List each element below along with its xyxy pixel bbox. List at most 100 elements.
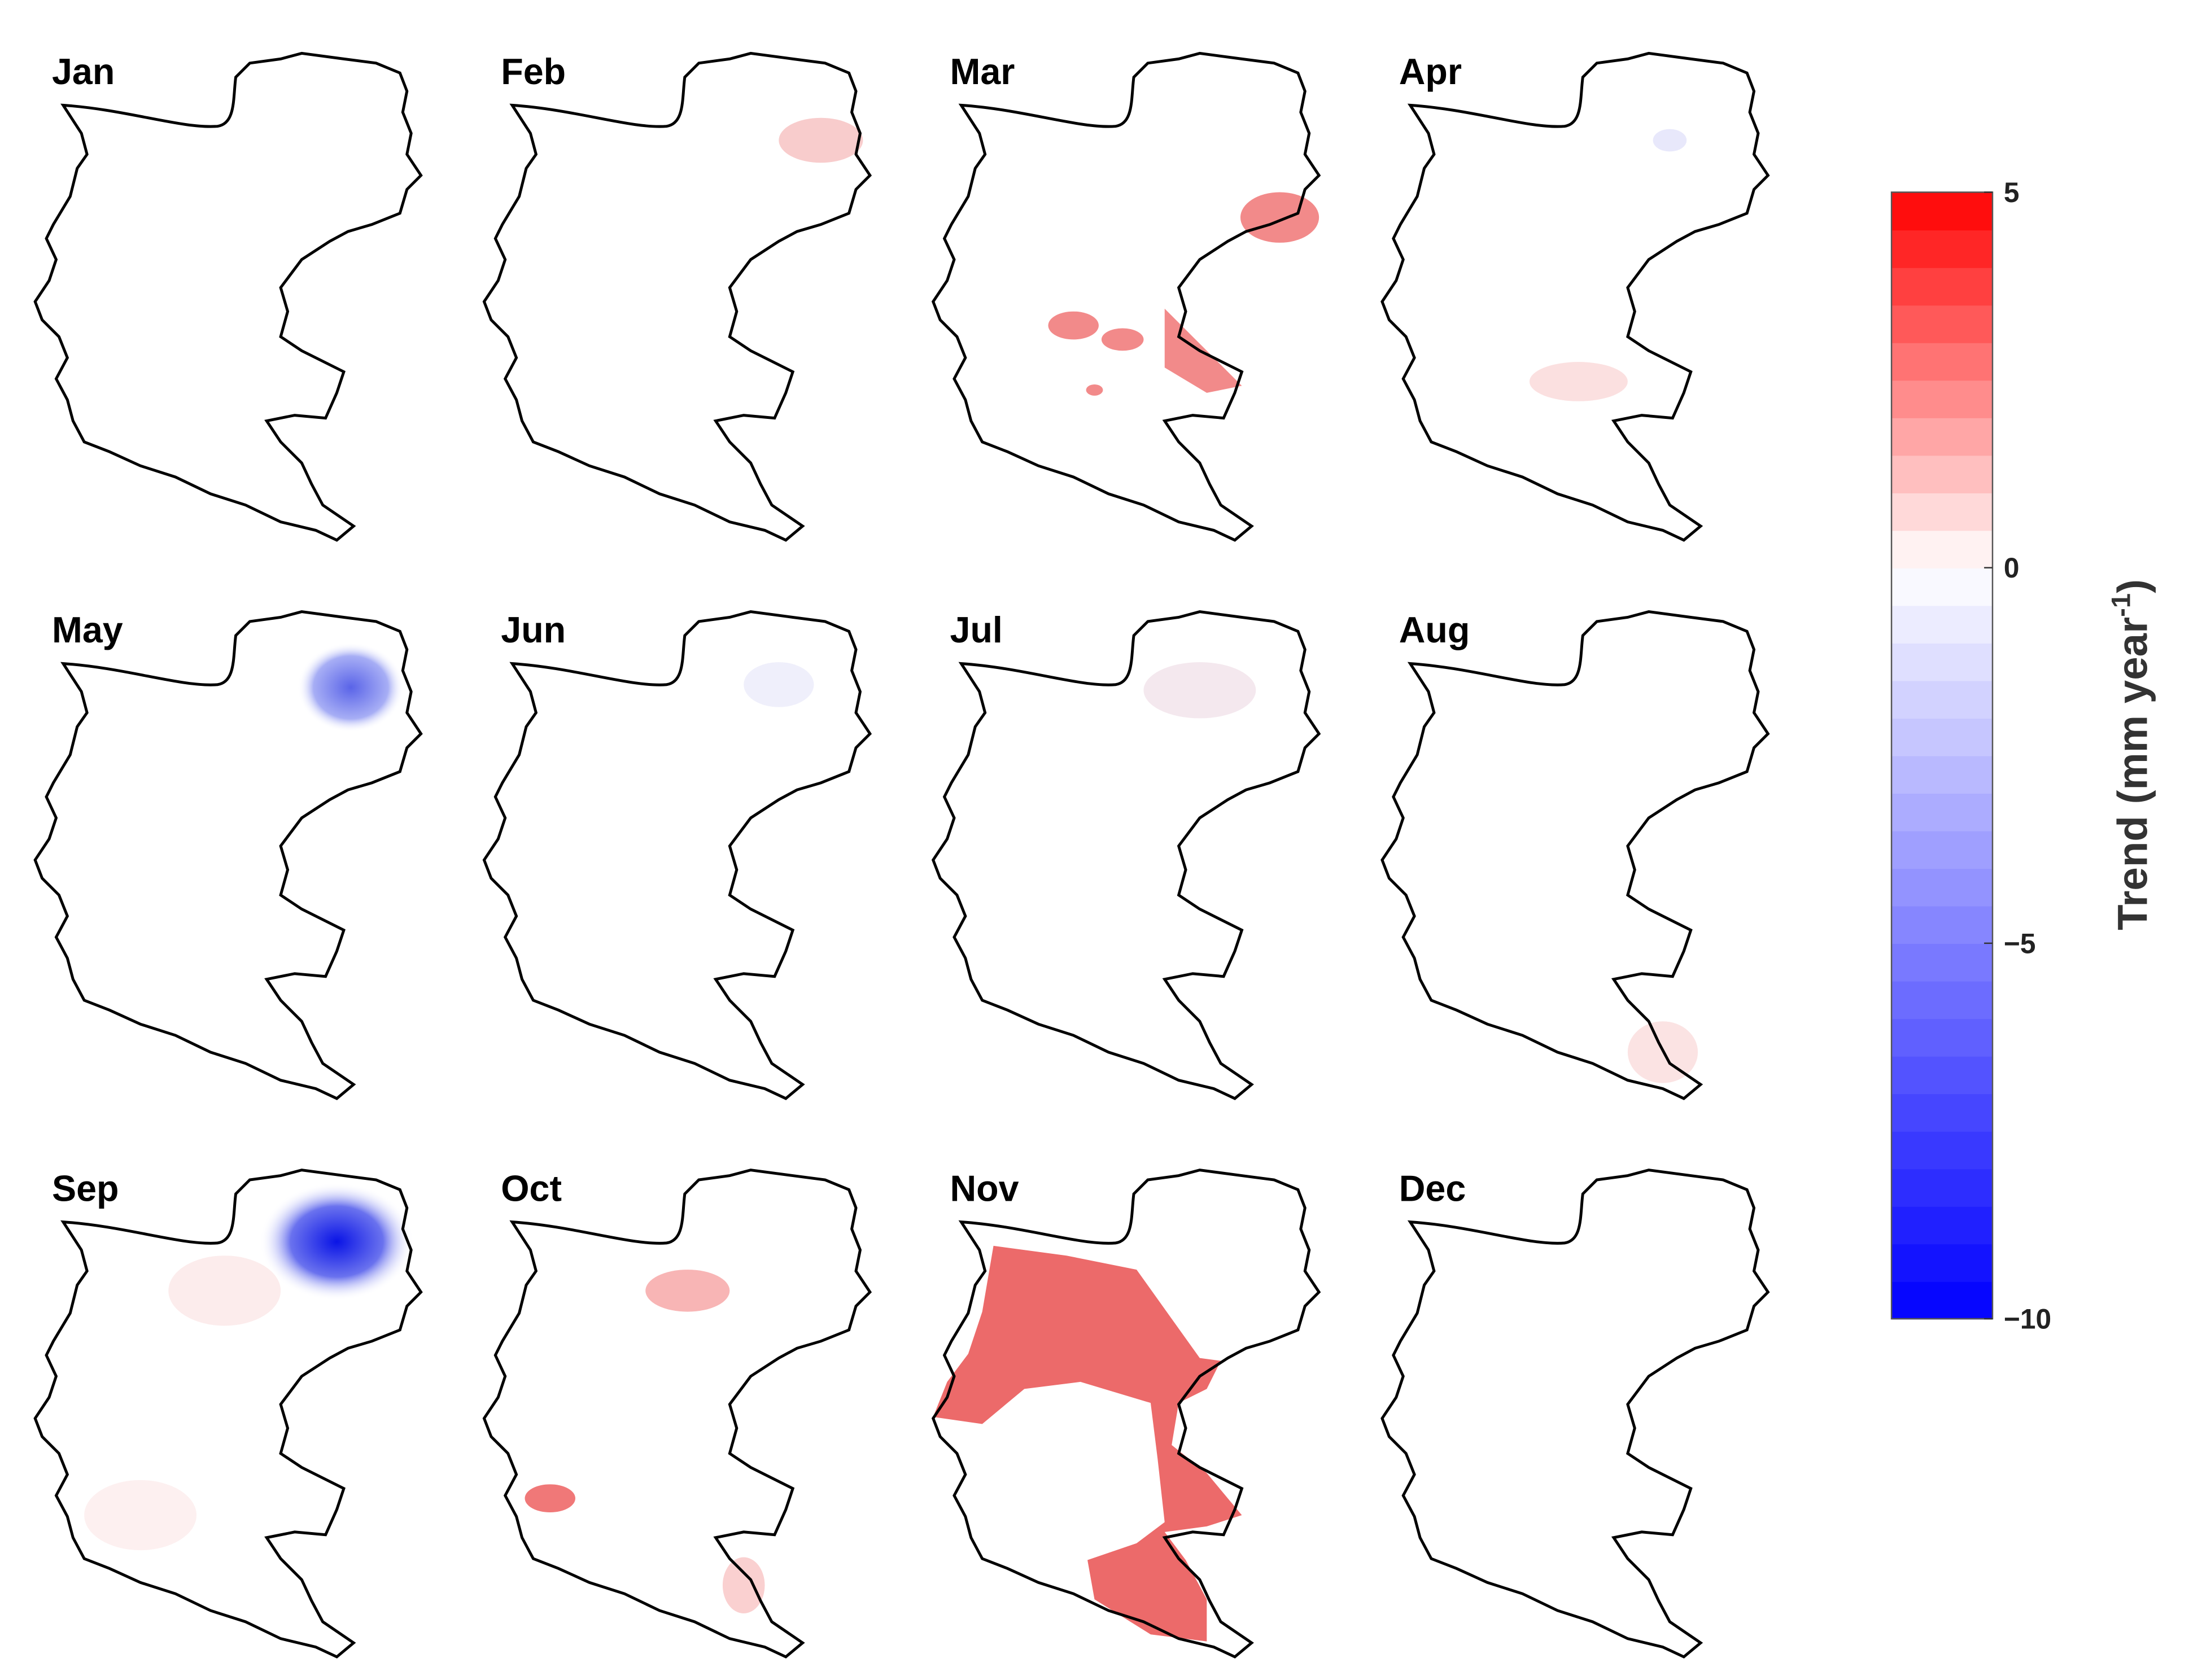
trend-patch — [722, 1557, 765, 1613]
panels: Jan Feb Mar Apr May Jun Jul Aug Sep Oct Nov Dec — [33, 51, 1770, 1659]
colorbar-step — [1891, 192, 1993, 231]
region-outline — [33, 610, 423, 1100]
trend-patch — [1101, 328, 1144, 351]
trend-patch — [1048, 311, 1099, 340]
colorbar-tick-label: 5 — [2004, 177, 2020, 208]
trend-patches — [1529, 129, 1687, 401]
colorbar-tick-label: −5 — [2004, 928, 2036, 959]
map-panel: Jul — [931, 610, 1321, 1100]
colorbar-tick-label: 0 — [2004, 552, 2020, 584]
colorbar-step — [1891, 267, 1993, 306]
trend-patch — [779, 117, 863, 163]
colorbar-step — [1891, 1244, 1993, 1282]
colorbar-step — [1891, 605, 1993, 644]
label-superscript: -1 — [2107, 593, 2136, 617]
panel-label: Dec — [1399, 1168, 1466, 1209]
panel-label: Apr — [1399, 51, 1462, 92]
map-panel: Oct — [482, 1168, 872, 1659]
trend-patch — [645, 1270, 730, 1312]
panel-label: Sep — [52, 1168, 119, 1209]
trend-patch — [297, 642, 404, 733]
colorbar-step — [1891, 229, 1993, 268]
trend-patch — [1164, 308, 1242, 393]
colorbar-step — [1891, 718, 1993, 756]
colorbar-step — [1891, 830, 1993, 869]
panel-label: Feb — [501, 51, 566, 92]
colorbar-frame — [1890, 191, 1994, 1320]
panel-label: Nov — [950, 1168, 1019, 1209]
panel-label: Mar — [950, 51, 1015, 92]
region-outline — [1380, 610, 1770, 1100]
map-panel: Mar — [931, 51, 1321, 542]
map-panel: Nov — [931, 1168, 1321, 1659]
colorbar-step — [1891, 417, 1993, 456]
colorbar-step — [1891, 868, 1993, 907]
region-outline — [482, 610, 872, 1100]
map-panel: Dec — [1380, 1168, 1770, 1659]
region-outline — [931, 1169, 1321, 1659]
colorbar-step — [1891, 342, 1993, 381]
colorbar-step — [1891, 530, 1993, 568]
label-suffix: ) — [2109, 579, 2156, 593]
trend-patches — [933, 1245, 1242, 1642]
colorbar-step — [1891, 1281, 1993, 1320]
trend-patch — [259, 1183, 414, 1301]
panel-label: Jul — [950, 610, 1003, 650]
colorbar-step — [1891, 680, 1993, 719]
region-outline — [1380, 1169, 1770, 1659]
colorbar-step — [1891, 1018, 1993, 1057]
colorbar-step — [1891, 905, 1993, 944]
trend-patch — [1143, 662, 1256, 719]
region-outline — [1380, 51, 1770, 542]
panel-label: Jun — [501, 610, 566, 650]
colorbar-step — [1891, 1131, 1993, 1170]
trend-patches — [1048, 192, 1319, 396]
label-text: Trend (mm year — [2109, 617, 2156, 930]
map-panel: Jan — [33, 51, 423, 542]
trend-patch — [1653, 129, 1687, 152]
panel-label: Jan — [52, 51, 115, 92]
colorbar-step — [1891, 642, 1993, 681]
trend-patches — [779, 117, 863, 163]
panel-label: Oct — [501, 1168, 562, 1209]
colorbar-step — [1891, 1206, 1993, 1245]
trend-patches — [1143, 662, 1256, 719]
trend-patch — [744, 662, 814, 707]
trend-patch — [168, 1255, 281, 1326]
map-panel: Feb — [482, 51, 872, 542]
trend-patch — [1086, 384, 1103, 396]
colorbar-step — [1891, 455, 1993, 493]
trend-patch — [525, 1484, 575, 1513]
map-panel: Aug — [1380, 610, 1770, 1100]
trend-patches — [525, 1270, 765, 1613]
trend-patch — [933, 1245, 1242, 1642]
trend-patch — [84, 1480, 196, 1551]
colorbar-tick-label: −10 — [2004, 1303, 2051, 1335]
map-panel: May — [33, 610, 423, 1100]
region-outline — [931, 51, 1321, 542]
region-outline — [931, 610, 1321, 1100]
region-outline — [482, 1169, 872, 1659]
trend-patches — [84, 1183, 414, 1551]
map-panel: Sep — [33, 1168, 423, 1659]
colorbar-step — [1891, 1093, 1993, 1132]
panel-label: May — [52, 610, 123, 650]
colorbar: 5 0 −5 −10 — [1890, 177, 2051, 1335]
colorbar-step — [1891, 755, 1993, 794]
colorbar-step — [1891, 492, 1993, 531]
map-panel: Apr — [1380, 51, 1770, 542]
colorbar-step — [1891, 1168, 1993, 1207]
region-outline — [33, 51, 423, 542]
trend-patches — [297, 642, 404, 733]
trend-patches — [744, 662, 814, 707]
panel-label: Aug — [1399, 610, 1470, 650]
colorbar-step — [1891, 943, 1993, 982]
region-outline — [33, 1169, 423, 1659]
map-panel: Jun — [482, 610, 872, 1100]
colorbar-step — [1891, 981, 1993, 1020]
colorbar-step — [1891, 793, 1993, 832]
colorbar-label: Trend (mm year-1) — [2107, 579, 2156, 930]
trend-patch — [1529, 362, 1628, 401]
